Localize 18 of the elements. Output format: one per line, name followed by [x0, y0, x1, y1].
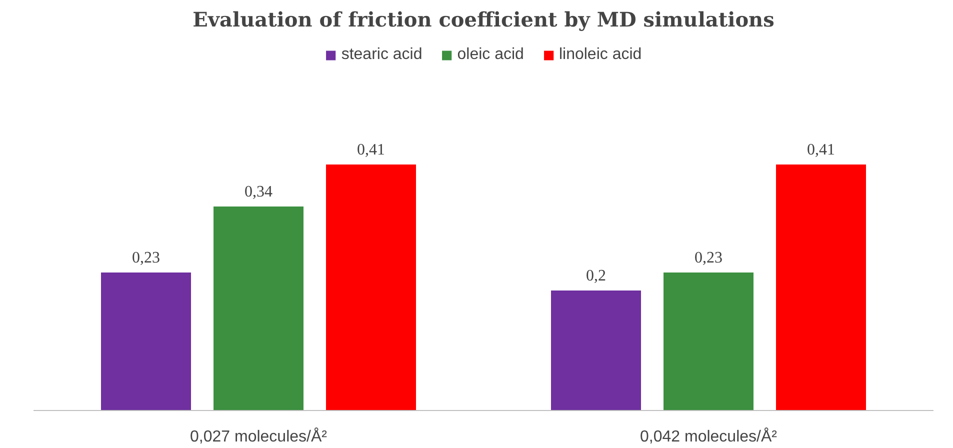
legend-label: oleic acid	[457, 46, 524, 64]
bar	[214, 206, 304, 410]
data-label: 0,23	[694, 249, 722, 266]
x-tick-label: 0,027 molecules/Å²	[190, 428, 328, 446]
data-label: 0,23	[132, 249, 160, 266]
bar	[551, 290, 641, 410]
x-tick-label: 0,042 molecules/Å²	[640, 428, 778, 446]
bar	[664, 272, 754, 410]
bar	[776, 164, 866, 410]
data-label: 0,2	[586, 267, 606, 284]
legend-label: stearic acid	[341, 46, 422, 64]
bar	[101, 272, 191, 410]
bar	[326, 164, 416, 410]
legend-label: linoleic acid	[558, 46, 642, 64]
data-label: 0,41	[807, 141, 835, 158]
data-label: 0,41	[357, 141, 385, 158]
data-label: 0,34	[244, 183, 272, 200]
chart-title: Evaluation of friction coefficient by MD simulations	[192, 8, 774, 32]
